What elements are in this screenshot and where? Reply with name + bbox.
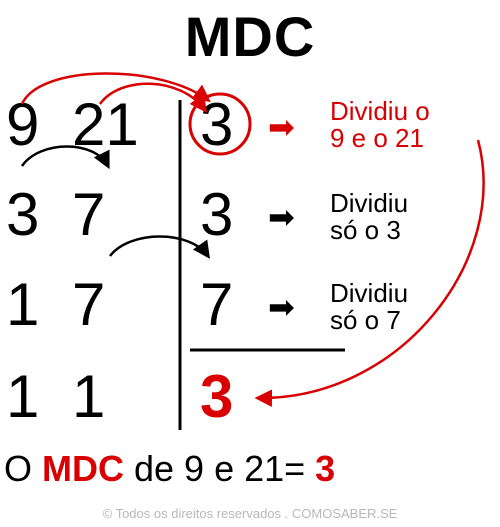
page-title: MDC [0,4,500,69]
fat-arrow-icon-0: ➡ [268,108,295,146]
conclusion-result: 3 [315,448,335,489]
curve-arrow-4 [258,140,484,398]
grid-left-3: 1 [6,362,39,431]
grid-mid-0: 21 [72,90,139,159]
conclusion-mdc: MDC [42,448,124,489]
grid-factor-0: 3 [200,90,233,159]
fat-arrow-icon-2: ➡ [268,288,295,326]
grid-mid-3: 1 [72,362,105,431]
grid-mid-2: 7 [72,270,105,339]
grid-factor-3: 3 [200,362,233,431]
grid-left-1: 3 [6,180,39,249]
annotation-2: Dividiusó o 7 [330,280,408,335]
grid-factor-1: 3 [200,180,233,249]
grid-left-2: 1 [6,270,39,339]
annotation-1: Dividiusó o 3 [330,190,408,245]
conclusion-pre: O [4,448,42,489]
conclusion-mid: de 9 e 21= [124,448,315,489]
fat-arrow-icon-1: ➡ [268,198,295,236]
copyright-text: © Todos os direitos reservados . COMOSAB… [0,506,500,521]
curve-arrow-3 [110,237,208,257]
grid-left-0: 9 [6,90,39,159]
annotation-0: Dividiu o9 e o 21 [330,98,430,153]
grid-factor-2: 7 [200,270,233,339]
grid-mid-1: 7 [72,180,105,249]
conclusion-line: O MDC de 9 e 21= 3 [0,448,500,490]
